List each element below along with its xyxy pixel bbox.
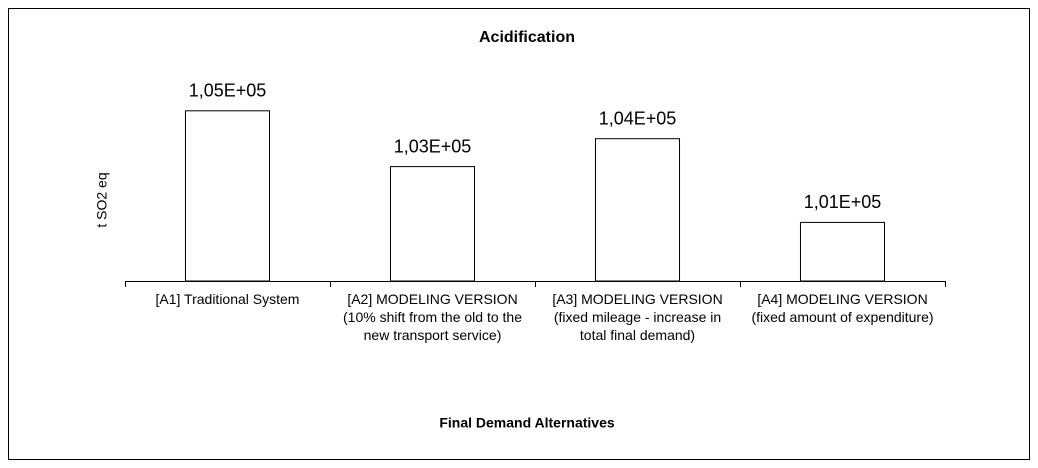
bar [389,166,476,282]
data-label: 1,01E+05 [804,192,882,212]
x-tick-label: [A4] MODELING VERSION (fixed amount of e… [751,291,934,325]
chart-title: Acidification [479,29,575,46]
bar [799,221,886,282]
y-axis-title: t SO2 eq [94,172,110,227]
x-axis-title: Final Demand Alternatives [439,415,615,431]
x-tick-label: [A3] MODELING VERSION (fixed mileage - i… [552,291,723,343]
x-tick-label: [A1] Traditional System [155,291,300,307]
bar [594,138,681,282]
bar [184,110,271,282]
data-label: 1,05E+05 [189,81,267,101]
data-label: 1,03E+05 [394,136,472,156]
x-tick-label: [A2] MODELING VERSION (10% shift from th… [343,291,522,343]
data-label: 1,04E+05 [599,108,677,128]
